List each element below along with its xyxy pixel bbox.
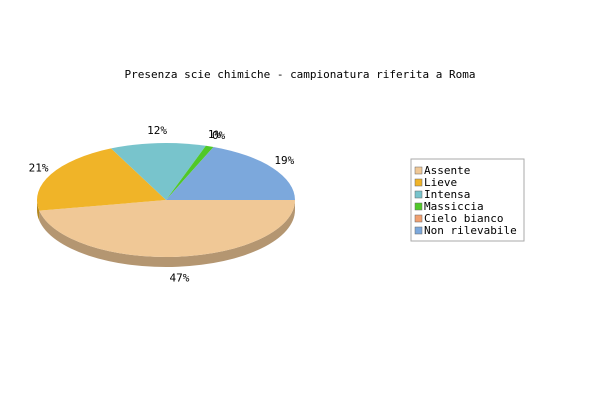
legend-label: Cielo bianco xyxy=(424,212,503,225)
slice-side xyxy=(37,200,40,221)
legend-swatch xyxy=(414,178,423,187)
slice-side xyxy=(39,200,296,267)
legend-label: Assente xyxy=(424,164,470,177)
data-label: 19% xyxy=(274,154,294,167)
legend-label: Non rilevabile xyxy=(424,224,517,237)
data-label: 0% xyxy=(212,129,226,142)
legend-label: Intensa xyxy=(424,188,470,201)
legend-swatch xyxy=(414,202,423,211)
slice xyxy=(111,143,206,200)
legend-swatch xyxy=(414,190,423,199)
slice xyxy=(36,148,166,211)
legend-box xyxy=(410,158,525,242)
data-label: 1% xyxy=(208,128,222,141)
legend-swatch xyxy=(414,226,423,235)
data-label: 12% xyxy=(147,124,167,137)
slice xyxy=(39,200,296,257)
legend-swatch xyxy=(414,166,423,175)
data-label: 47% xyxy=(170,272,190,285)
slice xyxy=(166,147,295,200)
legend-label: Lieve xyxy=(424,176,457,189)
slice xyxy=(166,145,214,200)
legend-swatch xyxy=(414,214,423,223)
data-label: 21% xyxy=(29,162,49,175)
legend-label: Massiccia xyxy=(424,200,484,213)
chart-title: Presenza scie chimiche - campionatura ri… xyxy=(125,68,476,81)
